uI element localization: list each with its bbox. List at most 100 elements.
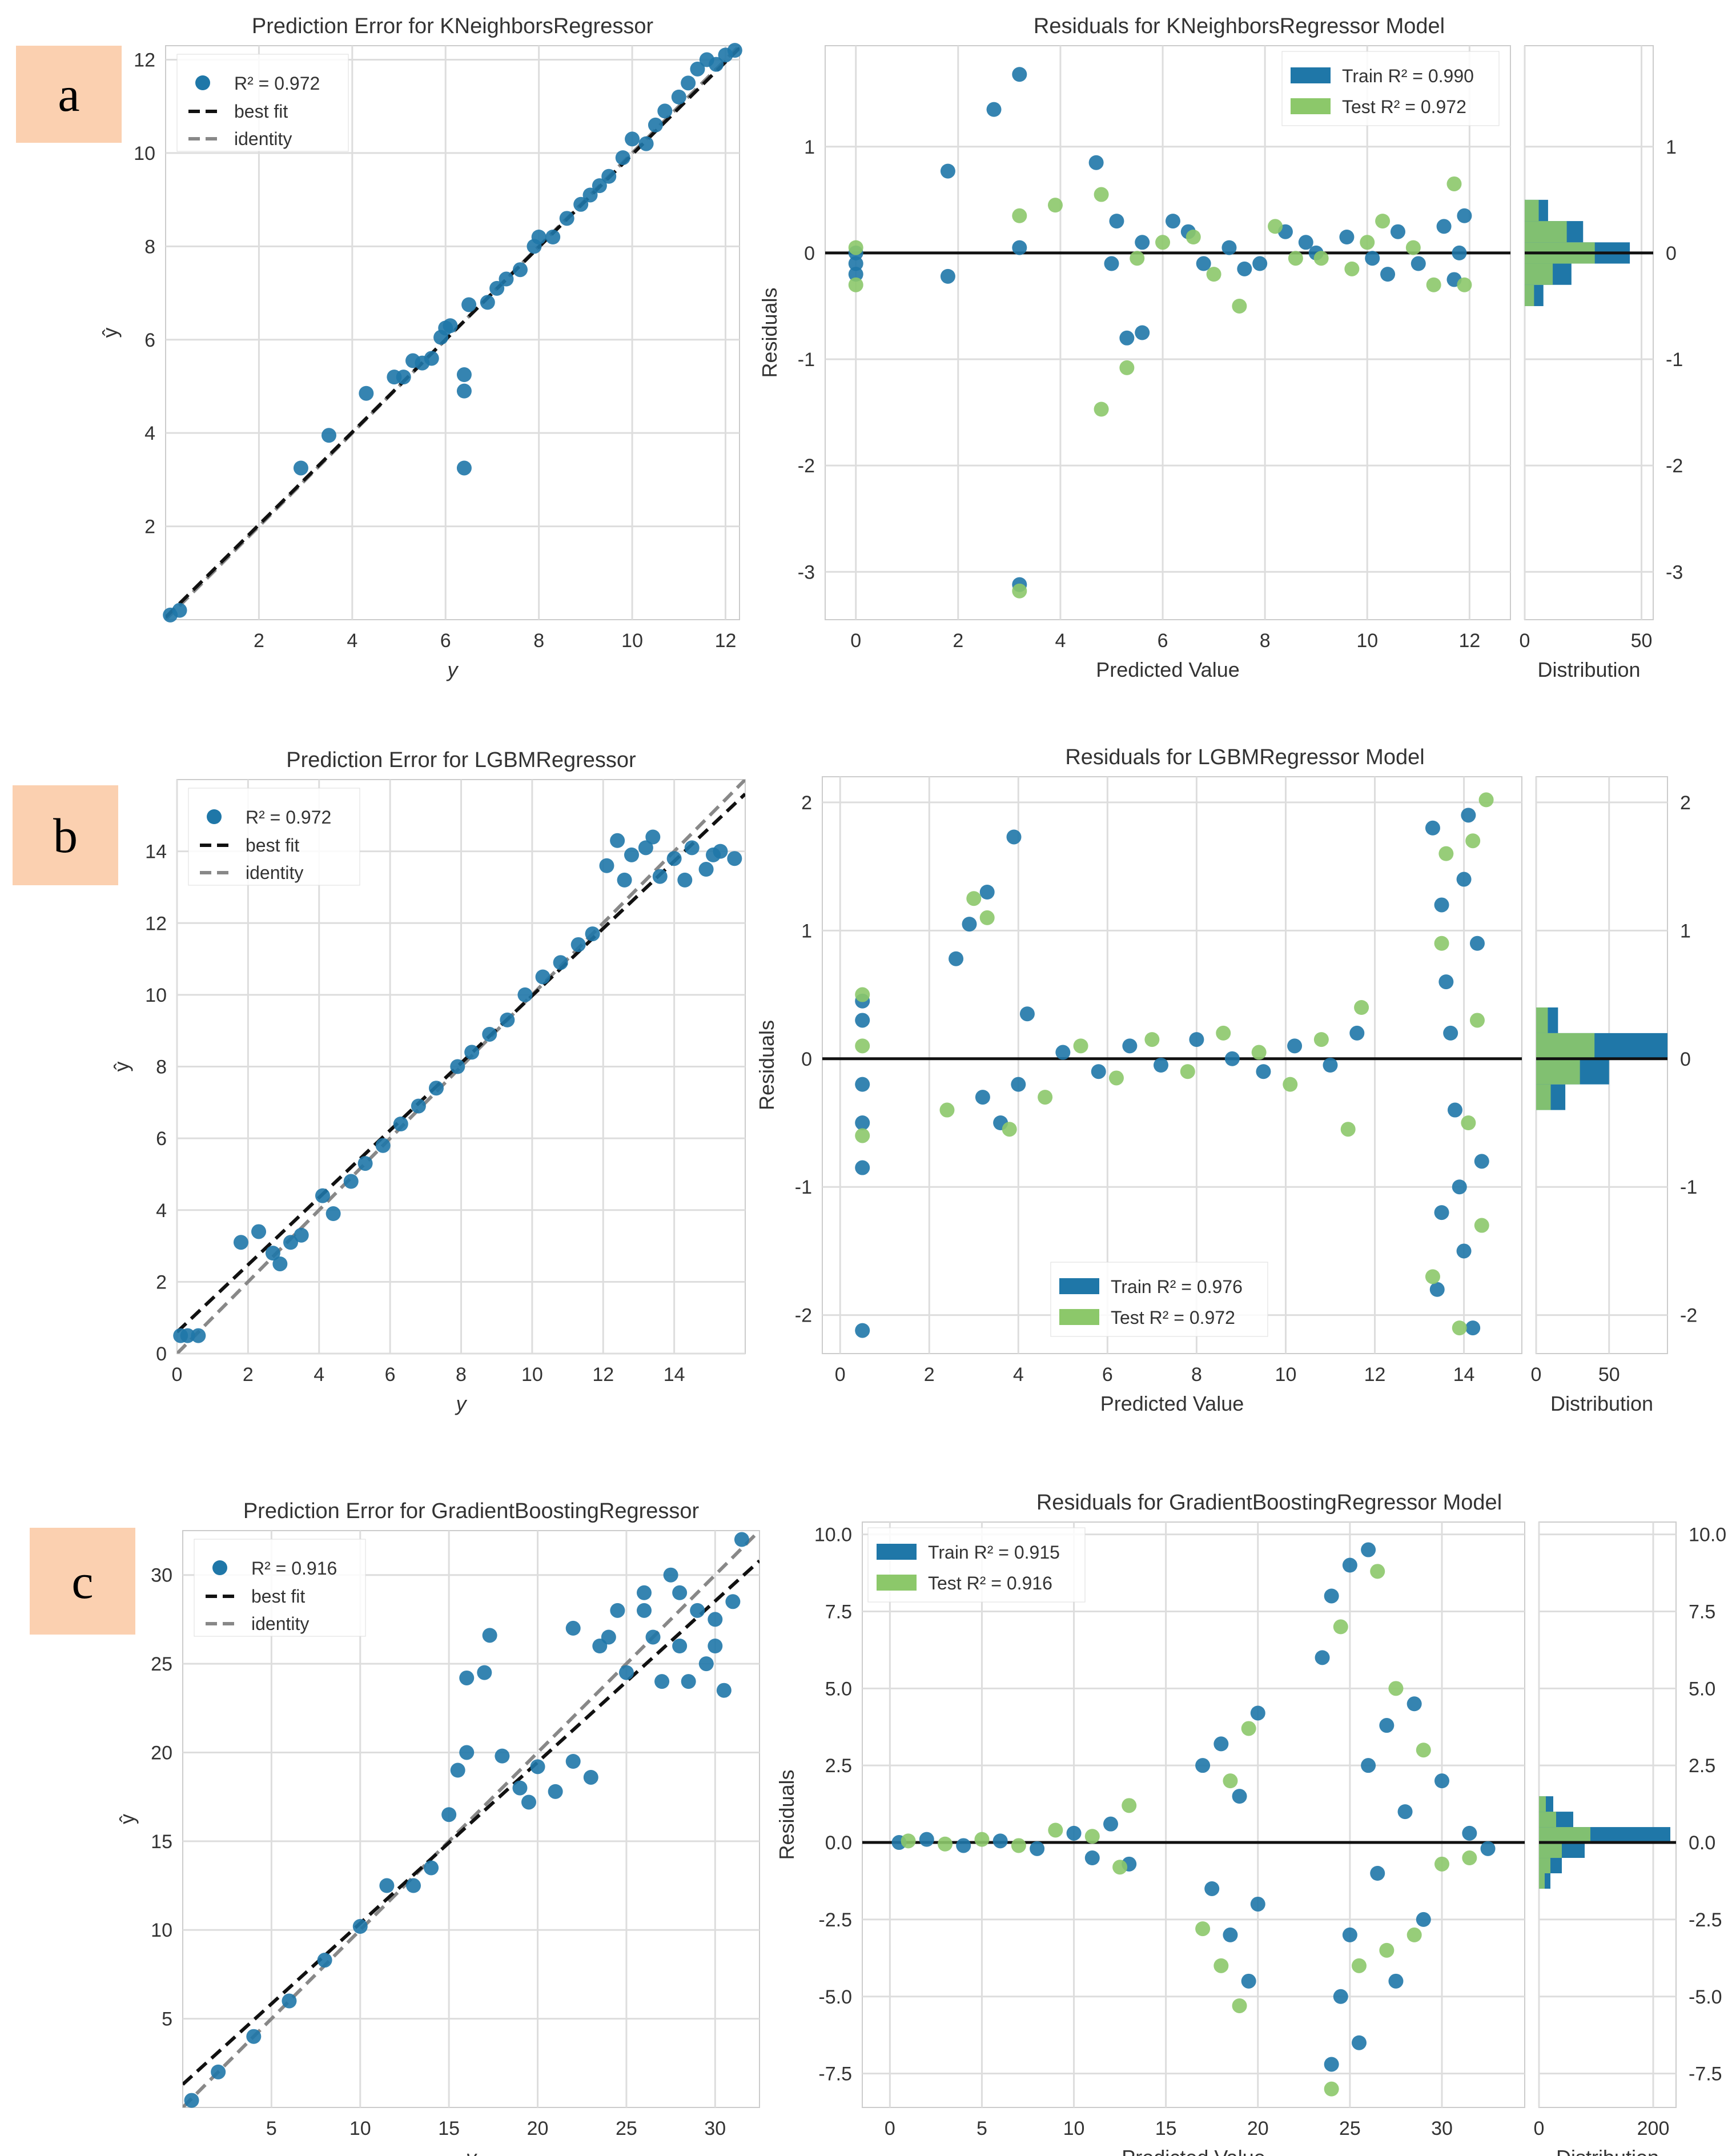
- x-tick-label: 4: [1013, 1364, 1024, 1386]
- dist-y-tick-label: 0: [1666, 243, 1677, 264]
- x-tick-label: 2: [924, 1364, 935, 1386]
- train-point: [1342, 1557, 1357, 1573]
- y-tick-label: 15: [151, 1831, 172, 1853]
- train-point: [1103, 1816, 1118, 1832]
- test-point: [1313, 1032, 1329, 1047]
- test-point: [1155, 235, 1171, 250]
- y-tick-label: 1: [804, 136, 815, 158]
- test-point: [1324, 2081, 1339, 2097]
- legend-marker-points: [212, 1560, 227, 1575]
- train-point: [1456, 1243, 1472, 1259]
- y-tick-label: 10: [145, 985, 167, 1006]
- data-point: [663, 1567, 678, 1583]
- test-point: [1012, 208, 1027, 223]
- legend-entry: identity: [246, 862, 303, 883]
- data-point: [184, 2093, 199, 2108]
- test-point: [1360, 235, 1375, 250]
- data-point: [450, 1762, 465, 1778]
- train-point: [1352, 2035, 1367, 2050]
- dist-y-tick-label: -2: [1666, 455, 1683, 477]
- x-tick-label: 2: [953, 630, 963, 652]
- test-point: [1180, 1064, 1195, 1079]
- test-point: [1108, 1070, 1124, 1086]
- test-point: [1462, 1850, 1477, 1866]
- train-point: [1438, 974, 1454, 990]
- train-point: [1204, 1881, 1220, 1896]
- test-point: [1465, 833, 1481, 849]
- train-point: [1030, 1841, 1045, 1856]
- legend-entry: best fit: [246, 835, 299, 856]
- y-tick-label: 5.0: [825, 1678, 852, 1700]
- test-point: [901, 1833, 916, 1849]
- train-point: [1055, 1045, 1071, 1060]
- train-point: [1221, 240, 1237, 255]
- data-point: [521, 1794, 536, 1810]
- train-point: [1361, 1542, 1376, 1557]
- y-tick-label: 8: [156, 1057, 167, 1078]
- hist-bar-test: [1539, 1827, 1590, 1843]
- legend-entry: best fit: [251, 1586, 305, 1607]
- test-point: [1241, 1721, 1256, 1736]
- data-point: [315, 1188, 330, 1203]
- train-point: [848, 267, 863, 282]
- dist-y-tick-label: -1: [1680, 1177, 1697, 1198]
- train-point: [1091, 1064, 1106, 1079]
- data-point: [489, 280, 505, 296]
- data-point: [671, 89, 686, 105]
- data-point: [211, 2064, 226, 2079]
- train-point: [1465, 1320, 1481, 1336]
- train-point: [940, 268, 955, 284]
- dist-y-tick-label: -5.0: [1689, 1986, 1722, 2008]
- x-tick-label: 6: [385, 1364, 396, 1386]
- y-tick-label: 6: [156, 1128, 167, 1150]
- legend-entry: identity: [251, 1613, 309, 1634]
- data-point: [480, 295, 495, 310]
- train-point: [1012, 240, 1027, 255]
- test-point: [974, 1832, 990, 1847]
- chart-title: Prediction Error for GradientBoostingReg…: [243, 1499, 700, 1523]
- y-tick-label: 0: [801, 1049, 812, 1070]
- x-tick-label: 8: [1260, 630, 1271, 652]
- train-point: [1232, 1789, 1247, 1804]
- data-point: [379, 1878, 395, 1893]
- train-point: [1390, 224, 1405, 239]
- y-tick-label: 2.5: [825, 1755, 852, 1777]
- train-point: [1237, 261, 1252, 276]
- train-point: [1088, 155, 1104, 170]
- train-point: [919, 1832, 934, 1847]
- x-tick-label: 10: [621, 630, 643, 652]
- x-tick-label: 4: [1055, 630, 1066, 652]
- dist-y-tick-label: 0.0: [1689, 1832, 1715, 1854]
- distribution-area: [1524, 45, 1654, 620]
- x-tick-label: 20: [1247, 2118, 1269, 2139]
- plot-area: [822, 776, 1522, 1354]
- test-point: [1119, 360, 1135, 375]
- test-point: [1313, 251, 1329, 266]
- data-point: [396, 370, 411, 385]
- x-tick-label: 4: [314, 1364, 324, 1386]
- data-point: [272, 1256, 288, 1271]
- data-point: [618, 1665, 634, 1680]
- test-point: [1405, 240, 1421, 255]
- test-point: [855, 1128, 870, 1143]
- y-tick-label: 7.5: [825, 1601, 852, 1623]
- train-point: [1287, 1038, 1303, 1054]
- panel-label-b: b: [13, 785, 118, 885]
- data-point: [282, 1993, 297, 2009]
- data-point: [530, 1759, 545, 1774]
- train-point: [1429, 1282, 1445, 1297]
- test-point: [1478, 792, 1494, 808]
- test-point: [848, 277, 863, 292]
- data-point: [375, 1138, 391, 1153]
- test-point: [1112, 1860, 1128, 1875]
- dist-y-tick-label: 1: [1680, 920, 1691, 942]
- test-point: [1469, 1013, 1485, 1028]
- train-point: [855, 1323, 870, 1338]
- data-point: [645, 1629, 661, 1645]
- train-point: [1388, 1973, 1404, 1989]
- data-point: [624, 847, 639, 862]
- train-point: [1380, 267, 1396, 282]
- x-tick-label: 12: [1458, 630, 1480, 652]
- legend-entry: Train R² = 0.976: [1111, 1276, 1243, 1297]
